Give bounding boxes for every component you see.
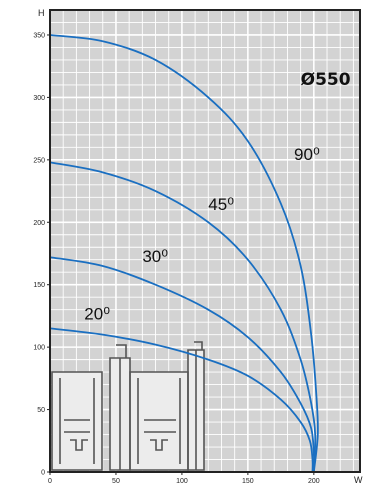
- axes: [49, 9, 361, 473]
- y-tick-label: 0: [41, 470, 45, 477]
- curve-labels: 90⁰ 45⁰ 30⁰ 20⁰: [84, 145, 320, 324]
- window-profile-illustration: [51, 341, 205, 471]
- y-tick-label: 100: [33, 345, 45, 352]
- plot-frame: [49, 9, 361, 473]
- chart-title: Ø550: [301, 70, 351, 90]
- x-axis-label: W: [354, 475, 363, 485]
- x-tick-label: 200: [308, 478, 320, 485]
- y-tick-label: 50: [37, 407, 45, 414]
- curve-label-3: 20⁰: [84, 305, 110, 324]
- y-tick-label: 300: [33, 95, 45, 102]
- x-tick-label: 100: [176, 478, 188, 485]
- curve-series-1: [49, 161, 317, 473]
- curve-series-3: [49, 327, 314, 473]
- curve-label-0: 90⁰: [294, 145, 320, 164]
- y-axis-label: H: [38, 8, 45, 18]
- x-ticks: 0 50 100 150 200: [48, 472, 320, 485]
- y-tick-label: 250: [33, 157, 45, 164]
- curve-label-1: 45⁰: [208, 195, 234, 214]
- y-tick-label: 200: [33, 220, 45, 227]
- x-tick-label: 0: [48, 478, 52, 485]
- curve-label-2: 30⁰: [142, 247, 168, 266]
- y-ticks: 0 50 100 150 200 250 300 350: [33, 32, 50, 477]
- curve-series-2: [49, 256, 315, 473]
- curve-series-0: [49, 34, 319, 473]
- curves: [49, 34, 319, 473]
- x-tick-label: 50: [112, 478, 120, 485]
- y-tick-label: 350: [33, 32, 45, 39]
- y-tick-label: 150: [33, 282, 45, 289]
- x-tick-label: 150: [242, 478, 254, 485]
